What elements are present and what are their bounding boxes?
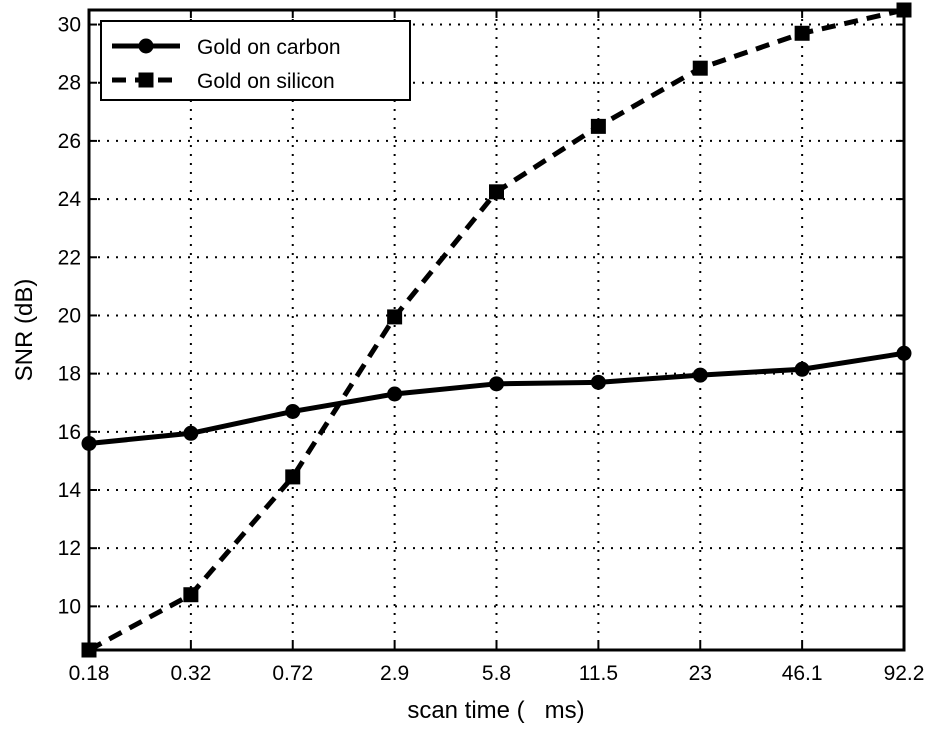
x-tick-label: 46.1 bbox=[782, 662, 823, 685]
legend-marker-square bbox=[138, 72, 154, 88]
data-point-circle bbox=[590, 374, 606, 390]
data-point-circle bbox=[692, 367, 708, 383]
data-point-circle bbox=[387, 386, 403, 402]
data-point-circle bbox=[489, 376, 504, 392]
y-tick-label: 26 bbox=[58, 130, 81, 153]
y-tick-label: 22 bbox=[58, 246, 81, 269]
y-tick-label: 14 bbox=[58, 479, 82, 502]
y-tick-label: 30 bbox=[58, 14, 81, 37]
y-tick-label: 18 bbox=[58, 363, 81, 386]
x-tick-label: 0.72 bbox=[272, 662, 313, 685]
axis-ticks: 0.18 0.32 0.72 2.9 5.8 11.5 23 46.1 92.2 10 12 14 16… bbox=[58, 10, 925, 685]
data-point-square bbox=[794, 25, 810, 41]
legend: Gold on carbon Gold on silicon bbox=[100, 20, 411, 101]
x-axis-label: scan time ( ms) bbox=[407, 697, 584, 724]
legend-marker-circle bbox=[138, 38, 154, 54]
data-point-circle bbox=[794, 361, 810, 377]
legend-box bbox=[100, 20, 411, 101]
y-tick-label: 10 bbox=[58, 595, 81, 618]
data-point-square bbox=[692, 60, 708, 76]
x-tick-label: 92.2 bbox=[884, 662, 925, 685]
data-point-square bbox=[285, 469, 301, 485]
y-tick-label: 28 bbox=[58, 72, 81, 95]
legend-label-1: Gold on carbon bbox=[197, 36, 341, 59]
series-1 bbox=[81, 345, 912, 451]
x-tick-label: 11.5 bbox=[579, 662, 618, 685]
data-point-square bbox=[590, 118, 606, 134]
series-layer bbox=[81, 2, 912, 658]
y-tick-label: 20 bbox=[58, 304, 81, 327]
y-tick-label: 12 bbox=[58, 537, 81, 560]
y-axis-label: SNR (dB) bbox=[11, 279, 38, 382]
y-tick-label: 24 bbox=[58, 188, 82, 211]
legend-label-2: Gold on silicon bbox=[197, 70, 335, 93]
data-point-square bbox=[387, 309, 403, 325]
x-tick-label: 0.32 bbox=[170, 662, 211, 685]
x-tick-label: 2.9 bbox=[380, 662, 409, 685]
x-tick-label: 23 bbox=[689, 662, 712, 685]
data-point-square bbox=[183, 587, 199, 603]
y-tick-label: 16 bbox=[58, 421, 81, 444]
data-point-circle bbox=[183, 425, 199, 441]
plot-area bbox=[89, 10, 904, 650]
series-2 bbox=[81, 2, 912, 658]
x-tick-label: 5.8 bbox=[482, 662, 511, 685]
data-point-square bbox=[489, 184, 504, 200]
data-point-circle bbox=[285, 403, 301, 419]
x-tick-label: 0.18 bbox=[69, 662, 110, 685]
